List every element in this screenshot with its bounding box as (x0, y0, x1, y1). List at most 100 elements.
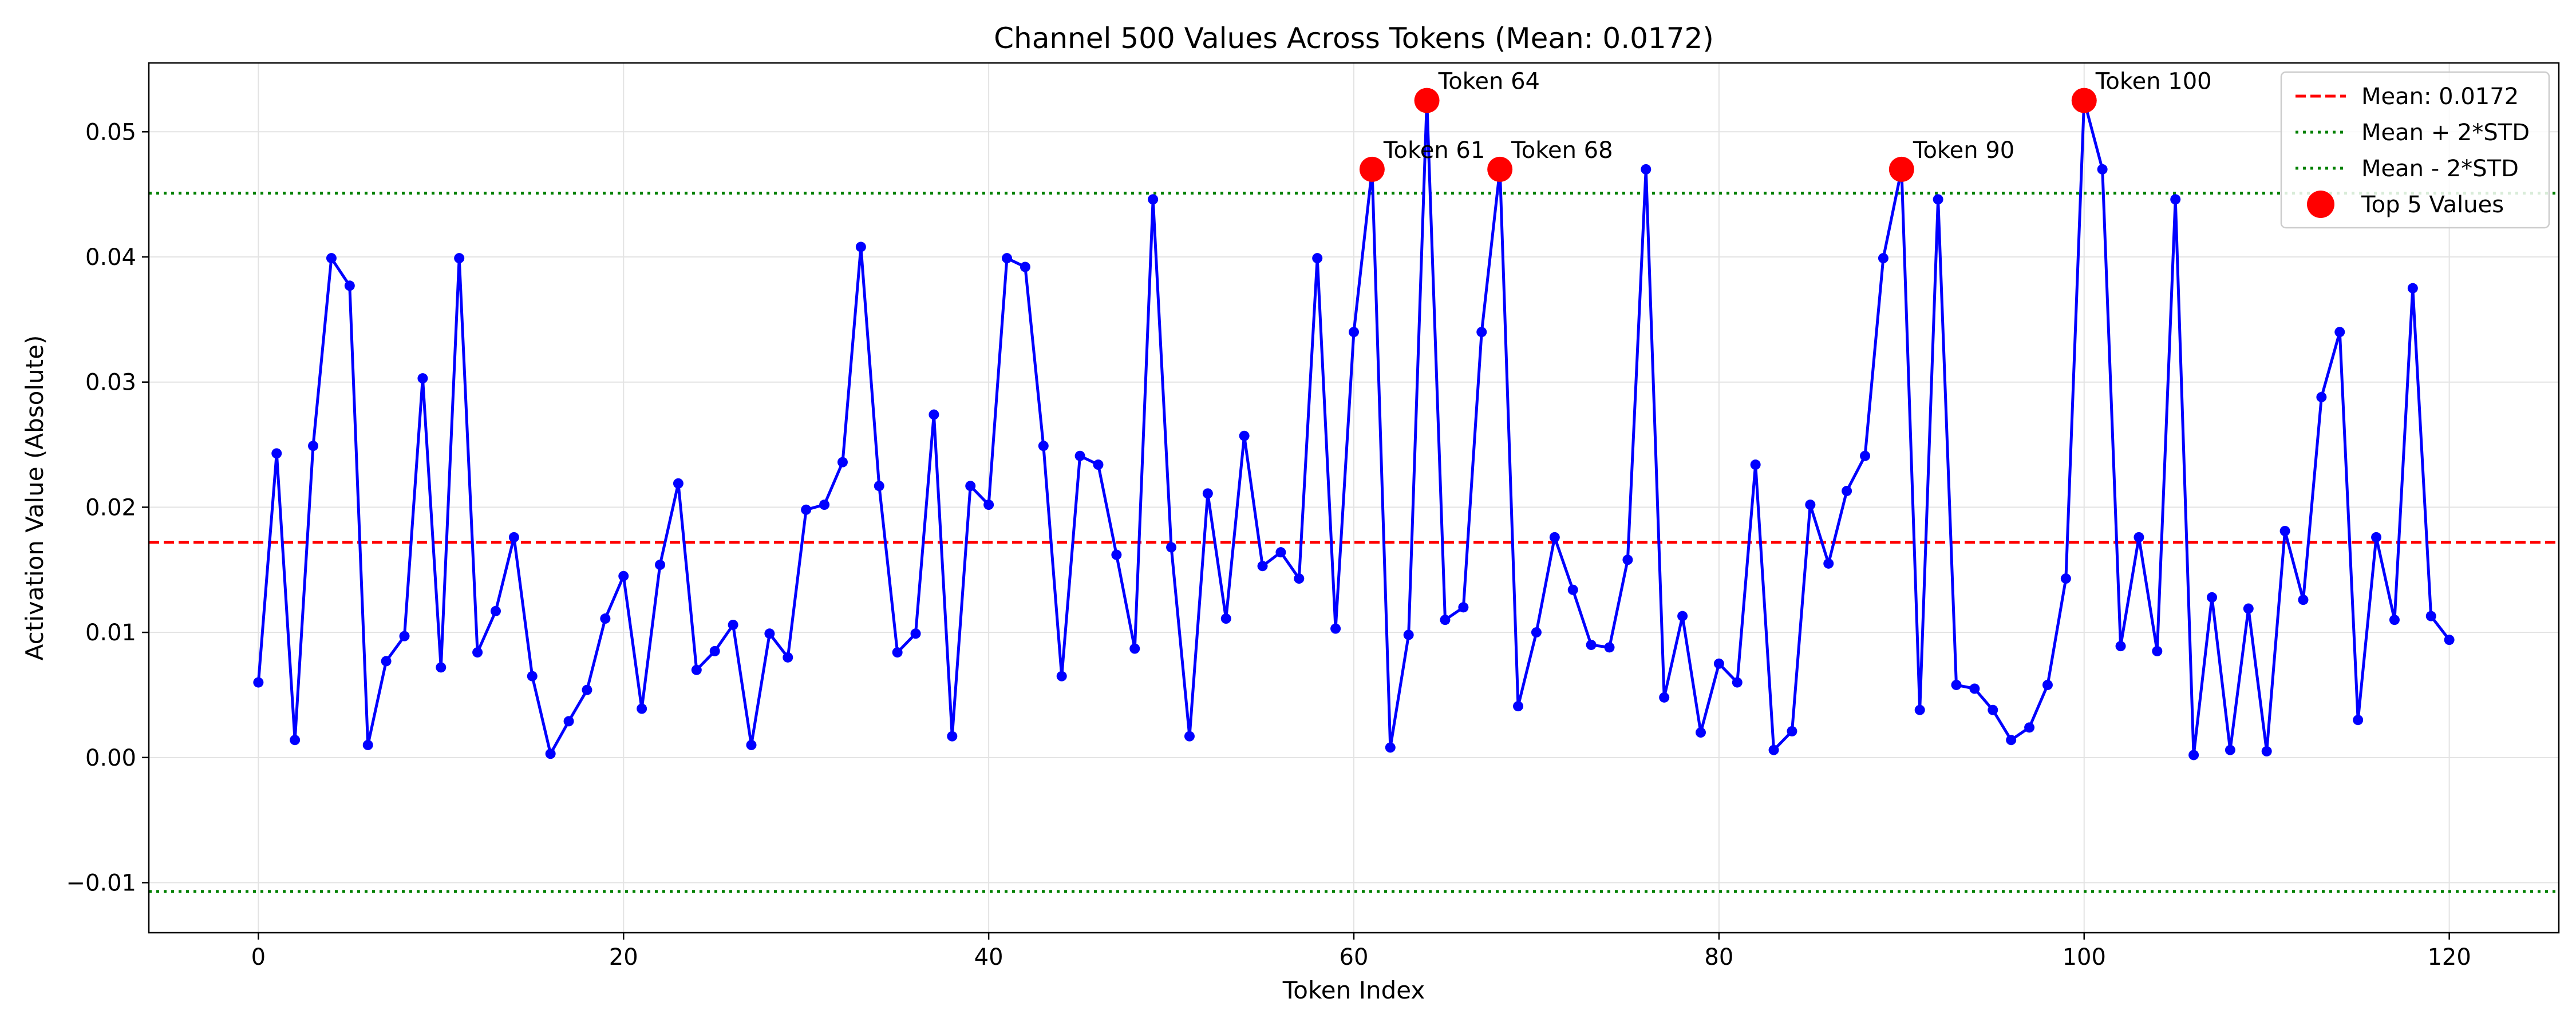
data-point (1038, 441, 1049, 451)
data-point (1641, 164, 1652, 175)
data-point (819, 500, 830, 510)
data-point (1604, 642, 1615, 653)
data-point (1220, 613, 1231, 624)
legend-minus-std-label: Mean - 2*STD (2361, 156, 2519, 182)
data-point (1914, 704, 1925, 715)
data-point (290, 735, 301, 746)
data-point (764, 628, 775, 639)
data-point (326, 253, 337, 264)
y-axis-label: Activation Value (Absolute) (21, 335, 49, 661)
data-point (1513, 701, 1524, 712)
legend-mean-label: Mean: 0.0172 (2361, 84, 2519, 110)
x-tick-label: 20 (609, 944, 638, 970)
data-point (1622, 554, 1633, 565)
data-point (2006, 735, 2017, 746)
data-point (582, 684, 592, 695)
y-tick-label: 0.02 (85, 494, 136, 521)
data-point (2115, 641, 2126, 652)
data-point (1768, 744, 1779, 755)
data-point (1969, 683, 1980, 694)
x-tick-label: 80 (1704, 944, 1733, 970)
top-value-marker (1487, 156, 1513, 182)
data-point (600, 613, 611, 624)
data-point (1677, 611, 1688, 621)
y-tick-label: −0.01 (66, 870, 136, 897)
data-point (2134, 532, 2144, 542)
data-point (1787, 726, 1797, 736)
data-point (1257, 561, 1268, 572)
data-point (947, 731, 958, 742)
data-point (2261, 746, 2272, 756)
data-point (1111, 549, 1122, 560)
data-point (2207, 592, 2218, 603)
data-point (545, 748, 556, 759)
x-tick-label: 40 (974, 944, 1003, 970)
data-point (1805, 500, 1816, 510)
data-point (2170, 194, 2181, 205)
legend-top-values-label: Top 5 Values (2361, 192, 2504, 218)
axis-ticks: 0 20 40 60 80 100 120 −0.01 0.00 0.01 0.02 0.03 0.04… (66, 119, 2471, 970)
top-value-annotation: Token 90 (1913, 137, 2014, 164)
data-point (1567, 584, 1578, 595)
data-point (983, 500, 994, 510)
data-point (2407, 283, 2418, 294)
top-value-annotation: Token 61 (1383, 137, 1485, 164)
legend-plus-std-label: Mean + 2*STD (2361, 120, 2530, 146)
data-point (1312, 253, 1323, 264)
data-point (1695, 727, 1706, 738)
data-point (837, 457, 848, 468)
data-point (2389, 615, 2400, 625)
data-point (2298, 595, 2309, 605)
data-point (1349, 327, 1359, 338)
y-tick-label: 0.01 (85, 620, 136, 646)
data-point (618, 571, 629, 581)
data-point (1732, 677, 1743, 688)
top-value-marker (1414, 88, 1440, 113)
top-values: Token 61 Token 64 Token 68 Token 90 Token 10… (1359, 69, 2212, 182)
top-value-annotation: Token 68 (1511, 137, 1613, 164)
x-tick-label: 100 (2063, 944, 2106, 970)
data-point (637, 703, 647, 714)
data-point (2097, 164, 2108, 175)
data-point (801, 504, 812, 515)
chart-title: Channel 500 Values Across Tokens (Mean: … (994, 22, 1714, 55)
data-point (1823, 558, 1834, 569)
data-point (1403, 629, 1414, 640)
data-point (436, 662, 447, 673)
data-point (910, 628, 921, 639)
x-tick-label: 0 (251, 944, 266, 970)
data-point (1988, 704, 1998, 715)
data-point (362, 739, 373, 750)
data-point (1330, 623, 1341, 634)
data-point (855, 241, 866, 252)
data-point (2042, 679, 2053, 690)
data-point (1202, 488, 1213, 499)
x-tick-label: 120 (2427, 944, 2471, 970)
data-point (1148, 194, 1159, 205)
data-point (1440, 615, 1451, 625)
data-point (271, 448, 282, 459)
data-point (1093, 459, 1104, 470)
data-point (490, 605, 501, 616)
data-point (1166, 542, 1177, 553)
data-point (2188, 750, 2199, 760)
data-point (728, 619, 738, 630)
data-point (691, 664, 702, 675)
top-value-marker (1888, 156, 1914, 182)
data-point (1713, 658, 1724, 669)
data-point (454, 253, 465, 264)
data-point (892, 647, 903, 658)
data-point (1458, 602, 1469, 613)
data-point (1933, 194, 1943, 205)
data-point (1002, 253, 1013, 264)
top-value-marker (1359, 156, 1385, 182)
data-point (1020, 262, 1030, 272)
data-point (253, 677, 264, 688)
data-point (929, 409, 939, 420)
data-point (1842, 485, 1852, 496)
y-tick-label: 0.03 (85, 370, 136, 396)
data-point (1129, 643, 1140, 654)
data-point (655, 560, 666, 571)
data-point (1860, 450, 1871, 461)
